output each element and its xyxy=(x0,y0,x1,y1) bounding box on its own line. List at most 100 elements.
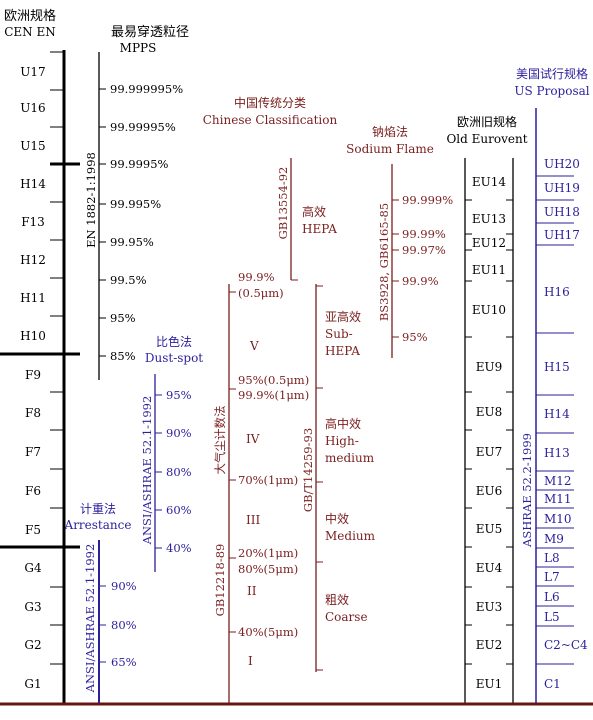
efficiency-point: 70%(1μm) xyxy=(238,473,298,487)
dustspot-value: 60% xyxy=(166,503,192,517)
category-coarse-en: Coarse xyxy=(325,610,368,624)
sodium-value: 99.9% xyxy=(402,274,439,288)
eurovent-class: EU1 xyxy=(476,677,503,691)
eurovent-class: EU10 xyxy=(472,303,506,317)
cen-class-u17: U17 xyxy=(20,65,45,79)
us-title-en: US Proposal xyxy=(514,84,589,98)
grade-label: IV xyxy=(246,432,260,446)
dustspot-value: 40% xyxy=(166,541,192,555)
efficiency-point: (0.5μm) xyxy=(238,286,284,300)
efficiency-point: 80%(5μm) xyxy=(238,562,298,576)
category-subhepa-en: HEPA xyxy=(325,344,360,358)
us-class: M12 xyxy=(544,474,572,488)
cen-class-h14: H14 xyxy=(20,177,46,191)
eurovent-title-en: Old Eurovent xyxy=(446,132,527,146)
mpps-value: 99.99995% xyxy=(110,120,176,134)
dustspot-value: 90% xyxy=(166,426,192,440)
cen-class-f5: F5 xyxy=(25,523,41,537)
category-coarse-cn: 粗效 xyxy=(325,592,349,607)
us-title-cn: 美国试行规格 xyxy=(516,66,588,81)
category-highmed-en: medium xyxy=(325,451,375,465)
sodium-value: 95% xyxy=(402,330,428,344)
sodium-flame-scale: 钠焰法 Sodium Flame 99.999% 99.99% 99.97% 9… xyxy=(346,124,453,358)
eurovent-class: EU12 xyxy=(472,236,506,250)
eurovent-class: EU9 xyxy=(476,360,503,374)
arrestance-value: 90% xyxy=(111,579,137,593)
mpps-value: 99.5% xyxy=(110,273,147,287)
eurovent-class: EU3 xyxy=(476,600,503,614)
eurovent-class: EU8 xyxy=(476,405,503,419)
mpps-value: 99.9995% xyxy=(110,157,169,171)
us-class: M10 xyxy=(544,512,572,526)
cen-ticks xyxy=(0,51,80,665)
cen-class-h12: H12 xyxy=(20,253,46,267)
us-class: L8 xyxy=(544,551,560,565)
chinese-classification: 中国传统分类 Chinese Classification GB13554-92… xyxy=(203,95,376,703)
chinese-title-cn: 中国传统分类 xyxy=(234,95,306,110)
cen-class-g2: G2 xyxy=(24,638,41,652)
arrestance-title-en: Arrestance xyxy=(64,518,132,532)
dustspot-title-en: Dust-spot xyxy=(145,351,203,365)
us-class: H15 xyxy=(544,360,570,374)
efficiency-point: 99.9%(1μm) xyxy=(238,388,309,402)
eurovent-class: EU14 xyxy=(472,175,507,189)
dustspot-title-cn: 比色法 xyxy=(156,335,192,349)
cen-title-cn: 欧洲规格 xyxy=(4,8,56,24)
us-class: L5 xyxy=(544,610,560,624)
dustspot-standard: ANSI/ASHRAE 52.1-1992 xyxy=(140,396,154,546)
cen-class-h11: H11 xyxy=(20,291,46,305)
category-subhepa-cn: 亚高效 xyxy=(325,309,361,324)
eurovent-class: EU11 xyxy=(472,263,506,277)
gb12218-standard: GB12218-89 xyxy=(213,544,227,617)
arrestance-value: 80% xyxy=(111,618,137,632)
efficiency-point: 99.9% xyxy=(238,270,275,284)
mpps-title-en: MPPS xyxy=(120,41,157,55)
mpps-value: 85% xyxy=(110,349,136,363)
category-subhepa-en: Sub- xyxy=(325,327,353,341)
cen-class-u15: U15 xyxy=(20,139,45,153)
efficiency-point: 40%(5μm) xyxy=(238,625,298,639)
us-class: L6 xyxy=(544,590,560,604)
gb12218-description: 大气尘计数法 xyxy=(213,406,227,475)
arrestance-value: 65% xyxy=(111,655,137,669)
category-hepa-cn: 高效 xyxy=(302,204,326,219)
us-class: UH19 xyxy=(544,181,580,195)
cen-class-f6: F6 xyxy=(25,484,41,498)
cen-class-f9: F9 xyxy=(25,368,41,382)
eurovent-title-cn: 欧洲旧规格 xyxy=(457,114,517,129)
mpps-title-cn: 最易穿透粒径 xyxy=(111,24,189,40)
gb13554-standard: GB13554-92 xyxy=(276,167,290,240)
efficiency-point: 20%(1μm) xyxy=(238,546,298,560)
us-class: H13 xyxy=(544,446,570,460)
cen-class-f13: F13 xyxy=(21,215,45,229)
cen-class-f7: F7 xyxy=(25,445,41,459)
dustspot-scale: 比色法 Dust-spot 95% 90% 80% 60% 40% ANSI/A… xyxy=(140,335,203,572)
us-class: UH17 xyxy=(544,228,580,242)
efficiency-point: 95%(0.5μm) xyxy=(238,373,309,387)
us-class: M9 xyxy=(544,532,564,546)
us-class: L7 xyxy=(544,570,560,584)
mpps-value: 99.999995% xyxy=(110,82,183,96)
us-class: UH20 xyxy=(544,157,580,171)
category-hepa-en: HEPA xyxy=(302,222,337,236)
us-proposal-scale: 美国试行规格 US Proposal UH20 UH19 UH18 xyxy=(514,66,590,703)
grade-label: II xyxy=(247,584,257,598)
us-class: C2~C4 xyxy=(544,638,588,652)
category-medium-en: Medium xyxy=(325,529,376,543)
cen-class-g3: G3 xyxy=(24,600,41,614)
cen-class-u16: U16 xyxy=(20,101,45,115)
grade-label: V xyxy=(249,339,259,353)
gb14259-standard: GB/T14259-93 xyxy=(301,428,315,512)
category-highmed-cn: 高中效 xyxy=(325,416,361,431)
dustspot-value: 80% xyxy=(166,465,192,479)
mpps-value: 99.95% xyxy=(110,235,154,249)
us-class: M11 xyxy=(544,492,572,506)
sodium-standard: BS3928, GB6165-85 xyxy=(377,203,391,321)
cen-class-g1: G1 xyxy=(24,677,41,691)
dustspot-value: 95% xyxy=(166,388,192,402)
mpps-scale: 最易穿透粒径 MPPS 99.999995% 99.99995% 99.9995… xyxy=(84,24,189,380)
mpps-standard: EN 1882-1:1998 xyxy=(84,152,98,248)
grade-label: III xyxy=(246,513,260,527)
cen-title-en: CEN EN xyxy=(4,25,56,39)
